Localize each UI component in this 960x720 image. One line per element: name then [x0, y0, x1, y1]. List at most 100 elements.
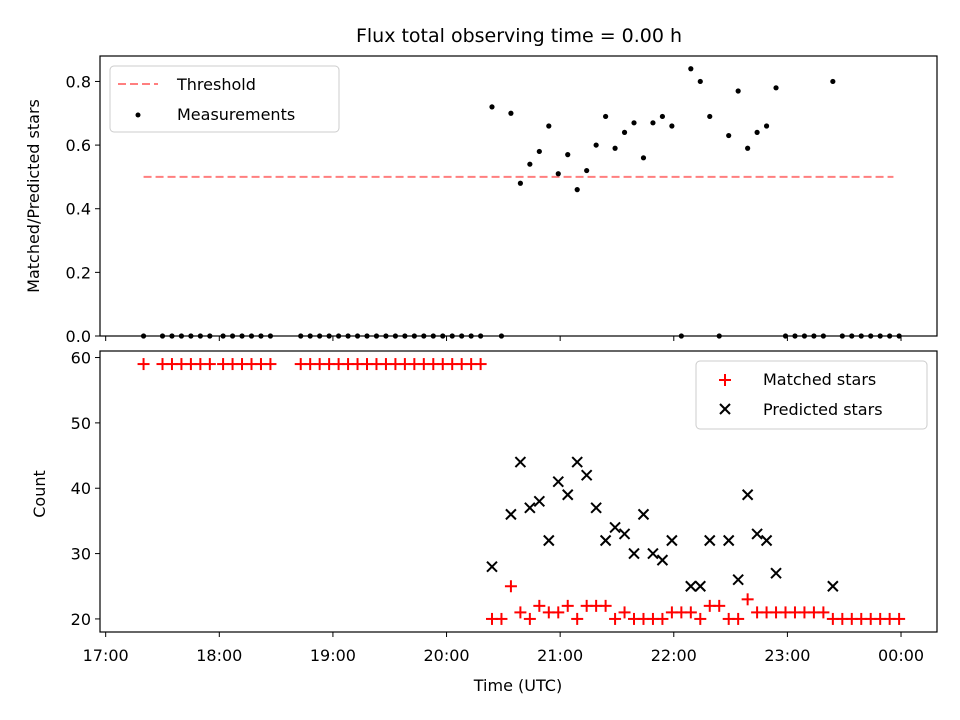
predicted-star-point	[543, 534, 555, 547]
measurement-point	[489, 104, 495, 110]
top-panel: 0.00.20.40.60.8 Matched/Predicted stars …	[24, 55, 938, 346]
measurement-point	[574, 187, 580, 193]
legend-predicted-label: Predicted stars	[763, 400, 883, 419]
measurement-point	[621, 129, 628, 135]
measurement-point	[669, 123, 675, 129]
predicted-star-point	[760, 534, 773, 547]
predicted-star-point	[656, 554, 669, 566]
measurement-point	[688, 66, 694, 72]
predicted-star-point	[552, 475, 564, 488]
bottom-plot-area	[137, 358, 906, 625]
bottom-x-tick-label: 00:00	[878, 646, 924, 665]
predicted-star-point	[647, 547, 659, 560]
legend-threshold-label: Threshold	[176, 75, 256, 94]
bottom-panel: 20 30 40 50 60 17:00 18:00 19:00 20:00 21:00 22:00…	[30, 349, 938, 695]
measurement-point	[508, 110, 514, 116]
bottom-x-tick-label: 20:00	[423, 646, 469, 665]
matched-star-point	[684, 606, 697, 619]
bottom-x-tick-label: 17:00	[83, 646, 129, 665]
legend-measurements-swatch	[135, 112, 141, 118]
predicted-star-point	[562, 489, 574, 501]
predicted-star-point	[609, 521, 621, 534]
bottom-legend: Matched stars Predicted stars	[695, 360, 928, 430]
bottom-x-tick-label: 19:00	[310, 646, 356, 665]
measurement-point	[603, 113, 609, 120]
measurement-point	[754, 129, 760, 135]
predicted-star-point	[628, 547, 640, 560]
measurement-point	[707, 113, 713, 120]
predicted-star-point	[770, 567, 782, 579]
matched-star-point	[474, 358, 487, 371]
predicted-star-point	[751, 528, 763, 540]
top-axes-frame	[99, 55, 938, 337]
predicted-star-point	[741, 489, 754, 501]
measurement-point	[735, 88, 741, 94]
legend-matched-swatch	[719, 374, 731, 386]
matched-star-point	[495, 612, 508, 625]
predicted-star-point	[732, 574, 744, 586]
bottom-y-tick-label: 50	[71, 414, 91, 433]
predicted-star-point	[618, 528, 631, 540]
predicted-star-point	[685, 580, 697, 592]
measurement-point	[593, 142, 599, 148]
measurement-point	[555, 171, 561, 177]
measurement-point	[565, 152, 571, 158]
bottom-y-tick-label: 30	[71, 545, 91, 564]
matched-star-point	[893, 612, 906, 625]
bottom-y-tick-label: 20	[71, 610, 91, 629]
measurement-point	[659, 113, 666, 120]
measurement-point	[612, 145, 618, 151]
top-axis-ticks: 0.0 0.2 0.4 0.6 0.8	[66, 72, 902, 346]
x-axis-label: Time (UTC)	[473, 676, 562, 695]
measurement-point	[830, 78, 836, 85]
predicted-star-point	[571, 456, 583, 468]
chart-title: Flux total observing time = 0.00 h	[356, 25, 682, 47]
predicted-star-point	[694, 580, 706, 592]
predicted-star-point	[524, 502, 536, 514]
predicted-star-point	[599, 534, 612, 547]
top-y-tick-label: 0.2	[66, 263, 91, 282]
matched-star-point	[656, 612, 669, 625]
predicted-star-point	[486, 560, 498, 573]
measurement-point	[584, 167, 590, 174]
predicted-star-point	[666, 534, 678, 547]
matched-star-point	[618, 606, 631, 619]
top-y-tick-label: 0.6	[66, 136, 91, 155]
bottom-x-tick-label: 22:00	[651, 646, 697, 665]
bottom-axes-frame	[99, 350, 938, 633]
predicted-star-point	[505, 508, 517, 521]
bottom-x-tick-label: 21:00	[537, 646, 583, 665]
matched-star-point	[552, 606, 565, 619]
bottom-y-tick-label: 40	[71, 479, 91, 498]
predicted-star-point	[722, 534, 735, 547]
matched-star-point	[817, 606, 830, 619]
measurement-point	[773, 85, 779, 91]
matched-star-point	[741, 593, 754, 606]
predicted-star-point	[827, 580, 839, 592]
measurement-point	[640, 155, 647, 161]
bottom-y-axis-label: Count	[30, 470, 49, 518]
matched-star-point	[523, 612, 536, 625]
measurement-point	[546, 123, 552, 129]
bottom-x-tick-label: 23:00	[764, 646, 810, 665]
legend-measurements-label: Measurements	[177, 105, 295, 124]
matched-star-point	[561, 599, 574, 612]
matched-star-point	[533, 599, 546, 612]
predicted-star-point	[637, 508, 650, 521]
bottom-x-tick-label: 18:00	[196, 646, 242, 665]
measurement-point	[763, 123, 770, 129]
predicted-star-point	[514, 456, 527, 468]
measurement-point	[631, 120, 637, 126]
bottom-axis-ticks: 20 30 40 50 60 17:00 18:00 19:00 20:00 21:00 22:00…	[71, 349, 924, 665]
top-legend-box	[109, 65, 340, 133]
measurement-point	[527, 161, 533, 167]
measurement-point	[726, 132, 732, 139]
predicted-star-point	[580, 469, 593, 481]
top-y-tick-label: 0.0	[66, 327, 91, 346]
matched-star-point	[609, 612, 622, 625]
measurement-point	[745, 145, 751, 151]
top-y-tick-label: 0.4	[66, 200, 91, 219]
top-legend: Threshold Measurements	[109, 65, 340, 133]
top-y-axis-label: Matched/Predicted stars	[24, 99, 43, 293]
